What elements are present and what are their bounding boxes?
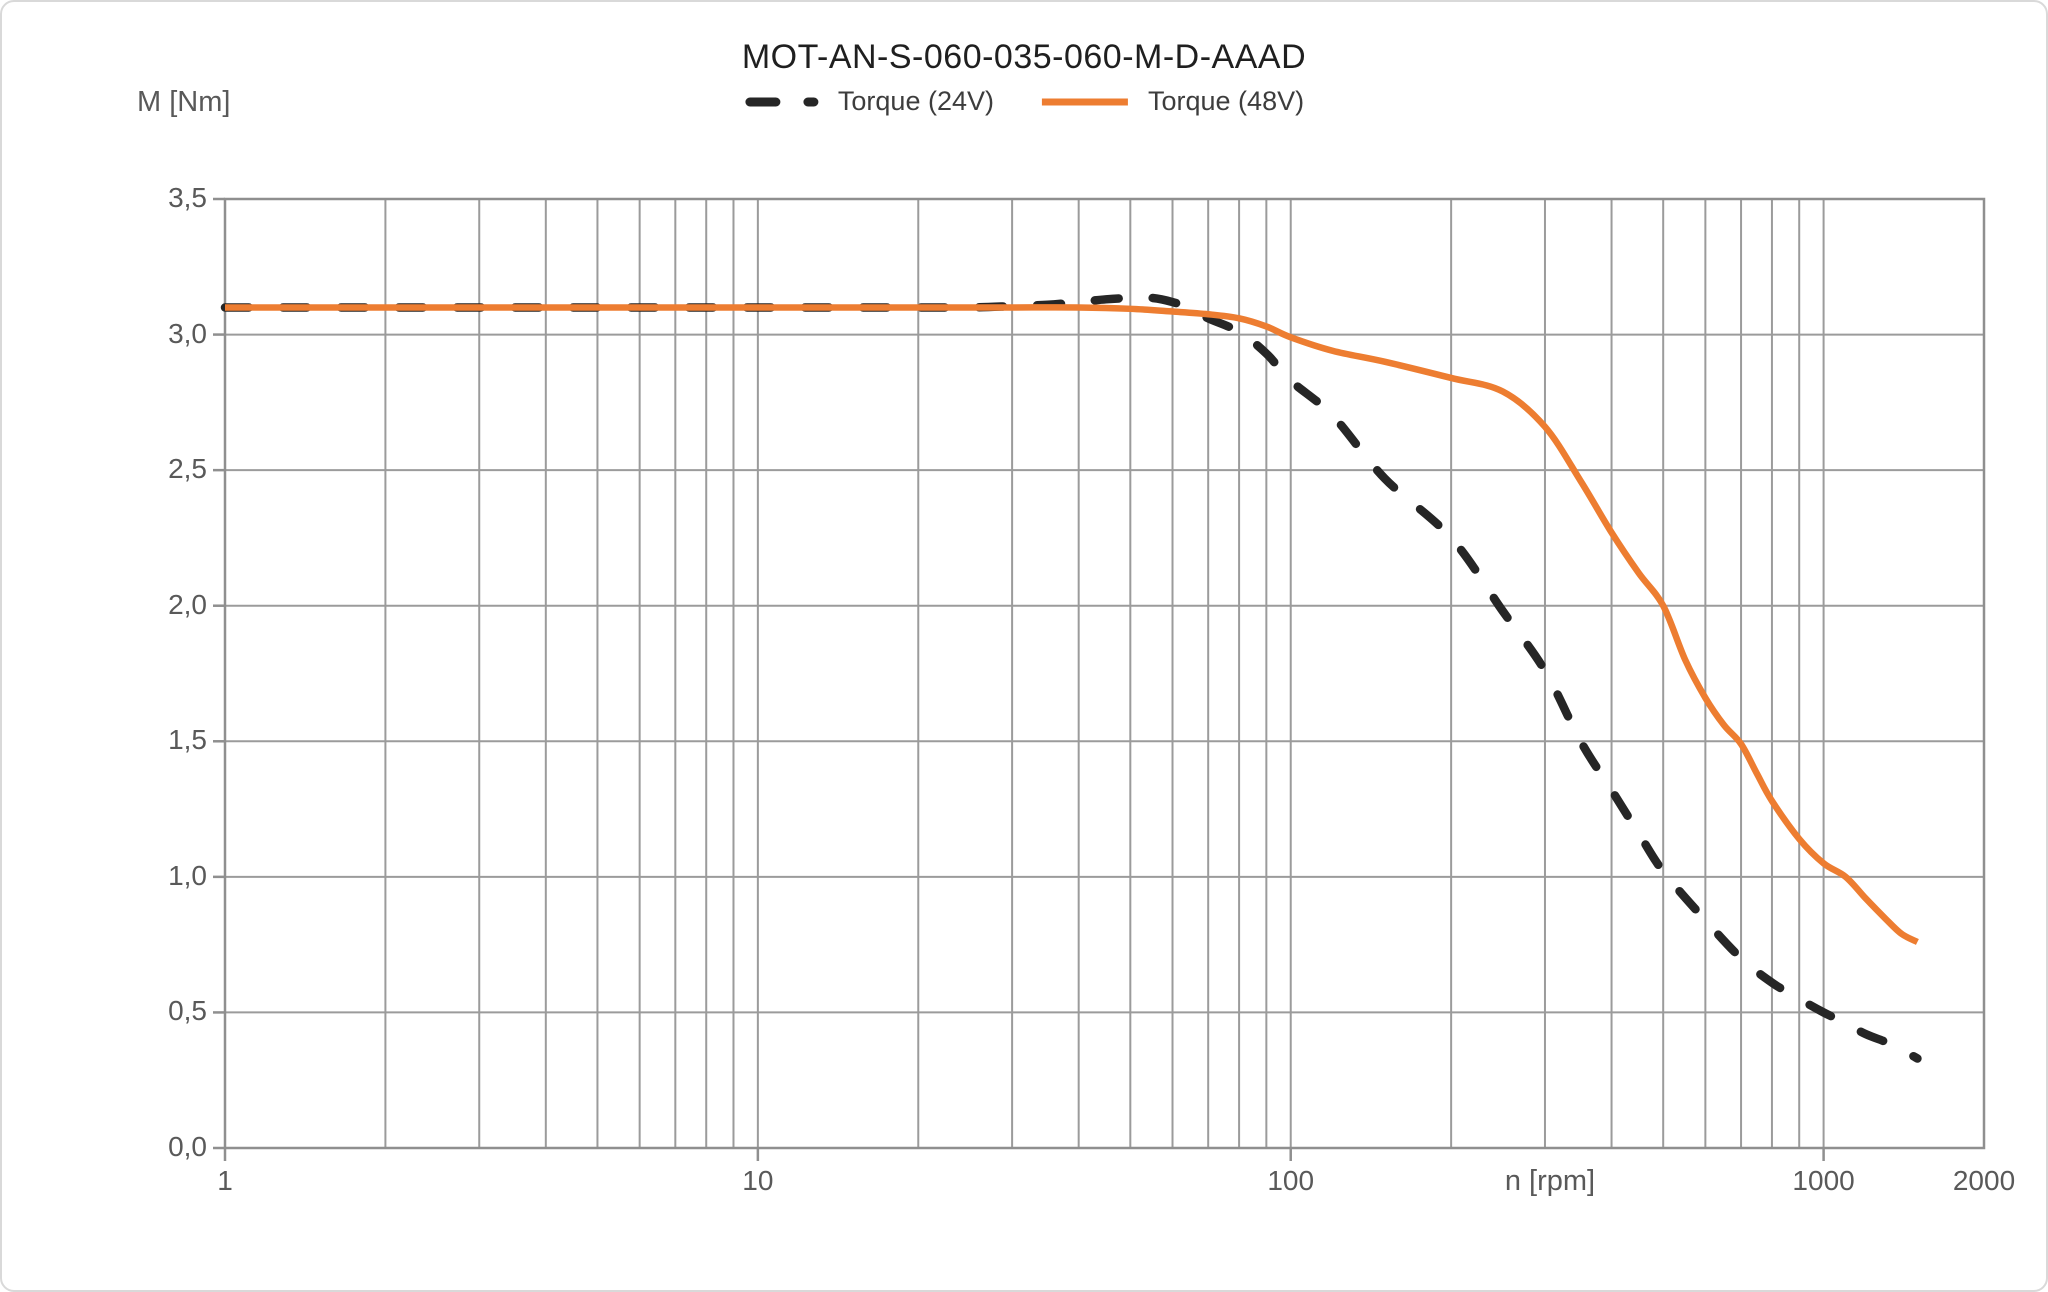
x-tick-label: 100 [1267, 1165, 1315, 1196]
torque-24v-curve [220, 293, 1922, 1063]
legend-label-torque-24v: Torque (24V) [837, 86, 994, 116]
y-tick-label: 2,0 [168, 588, 207, 620]
legend-item-torque-48v: Torque (48V) [1040, 86, 1304, 117]
y-tick-label: 3,5 [168, 182, 207, 213]
legend-item-torque-24v: Torque (24V) [744, 86, 994, 117]
plot-border [223, 197, 1986, 1150]
x-tick-label: 1000 [1792, 1165, 1855, 1196]
legend: Torque (24V) Torque (48V) [744, 86, 1304, 117]
y-tick-label: 3,0 [168, 317, 207, 349]
x-tick-label: 10 [742, 1165, 774, 1196]
x-axis-title: n [rpm] [1504, 1165, 1596, 1197]
x-tick-label: 1 [217, 1165, 233, 1196]
x-tick-label: 2000 [1952, 1165, 2016, 1196]
y-tick-label: 1,5 [168, 724, 207, 756]
torque-48v-curve [225, 304, 1919, 945]
y-tick-label: 1,0 [168, 859, 207, 891]
y-tick-label: 0,0 [168, 1131, 207, 1162]
solid-line-swatch-icon [1042, 98, 1128, 105]
y-tick-label: 2,5 [168, 453, 207, 485]
y-tick-label: 0,5 [168, 995, 207, 1027]
dashed-line-swatch-icon [745, 97, 819, 106]
chart-title: MOT-AN-S-060-035-060-M-D-AAAD [741, 38, 1307, 76]
y-axis-title: M [Nm] [137, 86, 231, 118]
legend-label-torque-48v: Torque (48V) [1148, 86, 1305, 116]
